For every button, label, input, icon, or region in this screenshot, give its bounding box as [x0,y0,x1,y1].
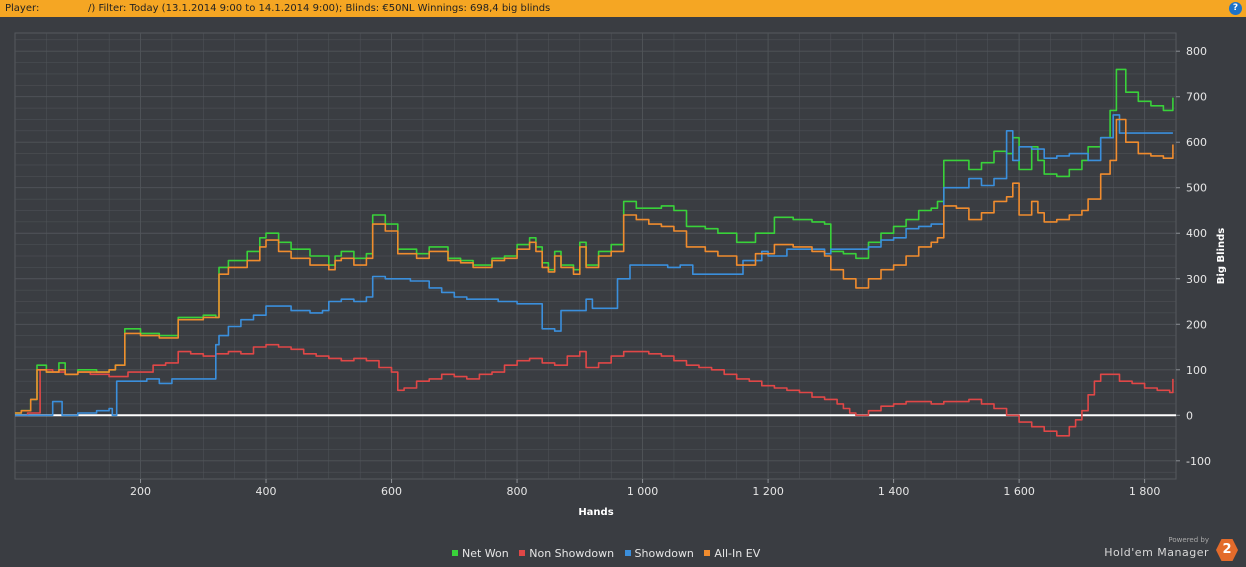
legend-label-non-showdown: Non Showdown [529,547,615,560]
filter-header-bar: Player: /) Filter: Today (13.1.2014 9:00… [0,0,1246,17]
x-tick-label: 800 [507,485,528,498]
legend-item-all-in-ev[interactable]: All-In EV [704,547,760,560]
legend-swatch-showdown [624,550,631,556]
legend-label-all-in-ev: All-In EV [714,547,761,560]
legend-swatch-net-won [452,550,458,556]
y-tick-label: 200 [1186,318,1207,331]
hem2-logo-icon: 2 [1216,539,1238,561]
x-tick-label: 1 000 [627,485,659,498]
legend-swatch-all-in-ev [704,550,711,556]
help-icon[interactable]: ? [1229,2,1242,15]
chart-legend: Net Won Non Showdown Showdown All-In EV [452,547,767,561]
legend-item-non-showdown[interactable]: Non Showdown [519,547,614,560]
y-tick-label: 600 [1186,136,1207,149]
legend-swatch-non-showdown [519,550,526,556]
player-label: Player: [5,3,40,14]
branding: Powered by Hold'em Manager 2 [1104,536,1238,564]
legend-label-net-won: Net Won [462,547,509,560]
series-line-non-showdown[interactable] [15,343,1174,437]
x-axis-ticks: 200 400 600 800 1 000 1 200 1 400 1 600 1 800 [130,479,1160,498]
y-tick-label: 300 [1186,273,1207,286]
x-tick-label: 1 200 [752,485,784,498]
y-tick-label: 400 [1186,227,1207,240]
x-tick-label: 600 [381,485,402,498]
brand-name: Hold'em Manager [1104,546,1209,559]
y-tick-label: 0 [1186,409,1193,422]
legend-label-showdown: Showdown [634,547,694,560]
y-tick-label: 800 [1186,45,1207,58]
x-tick-label: 1 400 [878,485,910,498]
y-tick-label: 500 [1186,182,1207,195]
x-axis-label: Hands [578,507,613,518]
filter-summary-text: /) Filter: Today (13.1.2014 9:00 to 14.1… [88,3,551,14]
series-line-showdown[interactable] [15,114,1173,417]
y-tick-label: 100 [1186,364,1207,377]
series-line-all-in-ev[interactable] [15,118,1174,414]
y-axis-ticks: -100 0 100 200 300 400 500 600 700 800 [1176,45,1211,468]
winnings-graph: 200 400 600 800 1 000 1 200 1 400 1 600 1 800 -1… [14,32,1227,518]
powered-by-text: Powered by [1168,536,1209,544]
x-tick-label: 400 [256,485,277,498]
y-tick-label: -100 [1186,455,1211,468]
x-tick-label: 200 [130,485,151,498]
legend-item-showdown[interactable]: Showdown [624,547,694,560]
series-lines [15,68,1174,437]
legend-item-net-won[interactable]: Net Won [452,547,509,560]
x-tick-label: 1 600 [1003,485,1035,498]
y-axis-label: Big Blinds [1216,228,1227,284]
x-tick-label: 1 800 [1129,485,1161,498]
y-tick-label: 700 [1186,91,1207,104]
